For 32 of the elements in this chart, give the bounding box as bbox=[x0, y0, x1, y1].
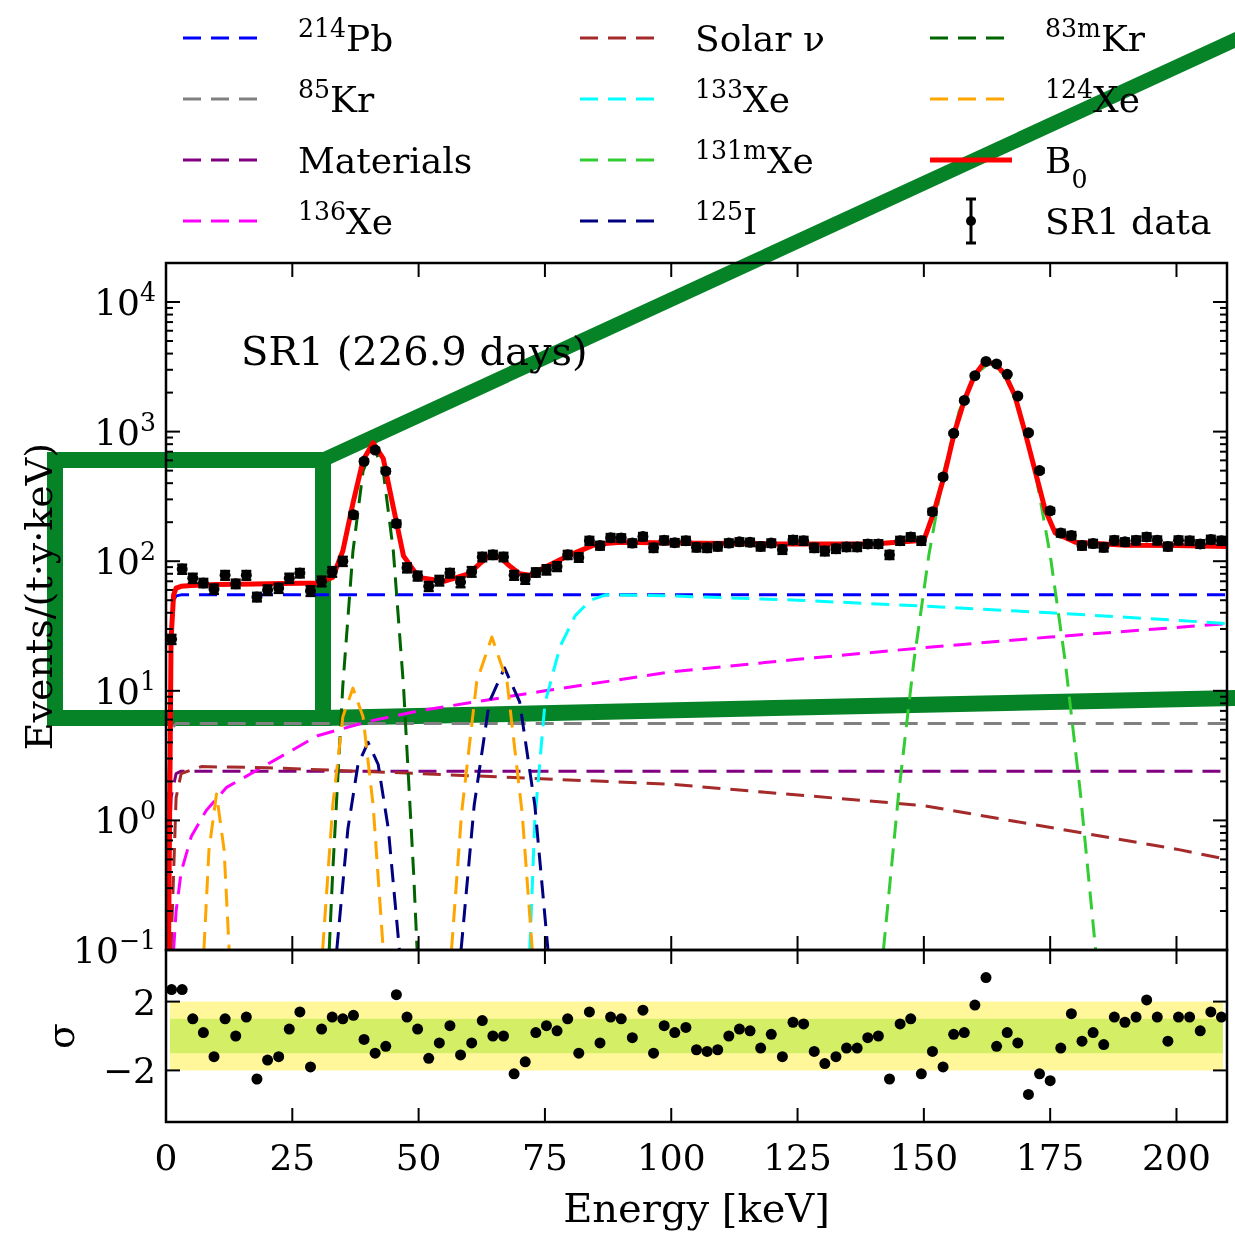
x-tick-label: 125 bbox=[763, 1137, 832, 1178]
x-tick-label: 0 bbox=[154, 1137, 178, 1178]
x-tick-label: 100 bbox=[636, 1137, 706, 1178]
legend-label: SR1 data bbox=[1045, 201, 1212, 242]
legend-label: $^{214}$Pb bbox=[298, 13, 394, 59]
legend-label: $^{136}$Xe bbox=[298, 196, 394, 242]
y-tick-label: −2 bbox=[102, 1050, 156, 1092]
legend-label: Solar ν bbox=[695, 18, 825, 59]
y-tick-label: 2 bbox=[133, 981, 156, 1023]
y-tick-label: 10$^{0}$ bbox=[94, 795, 156, 842]
x-tick-label: 75 bbox=[522, 1137, 568, 1178]
legend-label: $^{131m}$Xe bbox=[695, 135, 814, 181]
y-axis-title: Events/(t·y·keV) bbox=[17, 442, 61, 751]
y-axis-title: σ bbox=[39, 1023, 83, 1049]
legend-label: $^{85}$Kr bbox=[298, 74, 375, 120]
x-tick-label: 175 bbox=[1015, 1137, 1085, 1178]
x-tick-label: 50 bbox=[395, 1137, 442, 1178]
y-tick-label: 10$^{−1}$ bbox=[73, 925, 156, 971]
x-tick-label: 150 bbox=[889, 1137, 959, 1178]
legend-label: $^{125}$I bbox=[695, 196, 758, 242]
y-tick-label: 10$^{1}$ bbox=[94, 666, 156, 712]
legend-label: Materials bbox=[298, 140, 473, 181]
x-tick-label: 200 bbox=[1142, 1137, 1211, 1178]
x-axis-title: Energy [keV] bbox=[563, 1185, 830, 1231]
legend-label: $^{133}$Xe bbox=[695, 74, 791, 120]
legend-label: $^{83m}$Kr bbox=[1045, 13, 1146, 59]
y-tick-label: 10$^{3}$ bbox=[94, 407, 156, 453]
y-tick-label: 10$^{2}$ bbox=[94, 536, 156, 583]
y-tick-label: 10$^{4}$ bbox=[94, 277, 156, 324]
x-tick-label: 25 bbox=[269, 1137, 316, 1178]
line-series bbox=[528, 593, 1227, 950]
legend-label: B$_{0}$ bbox=[1045, 140, 1088, 194]
